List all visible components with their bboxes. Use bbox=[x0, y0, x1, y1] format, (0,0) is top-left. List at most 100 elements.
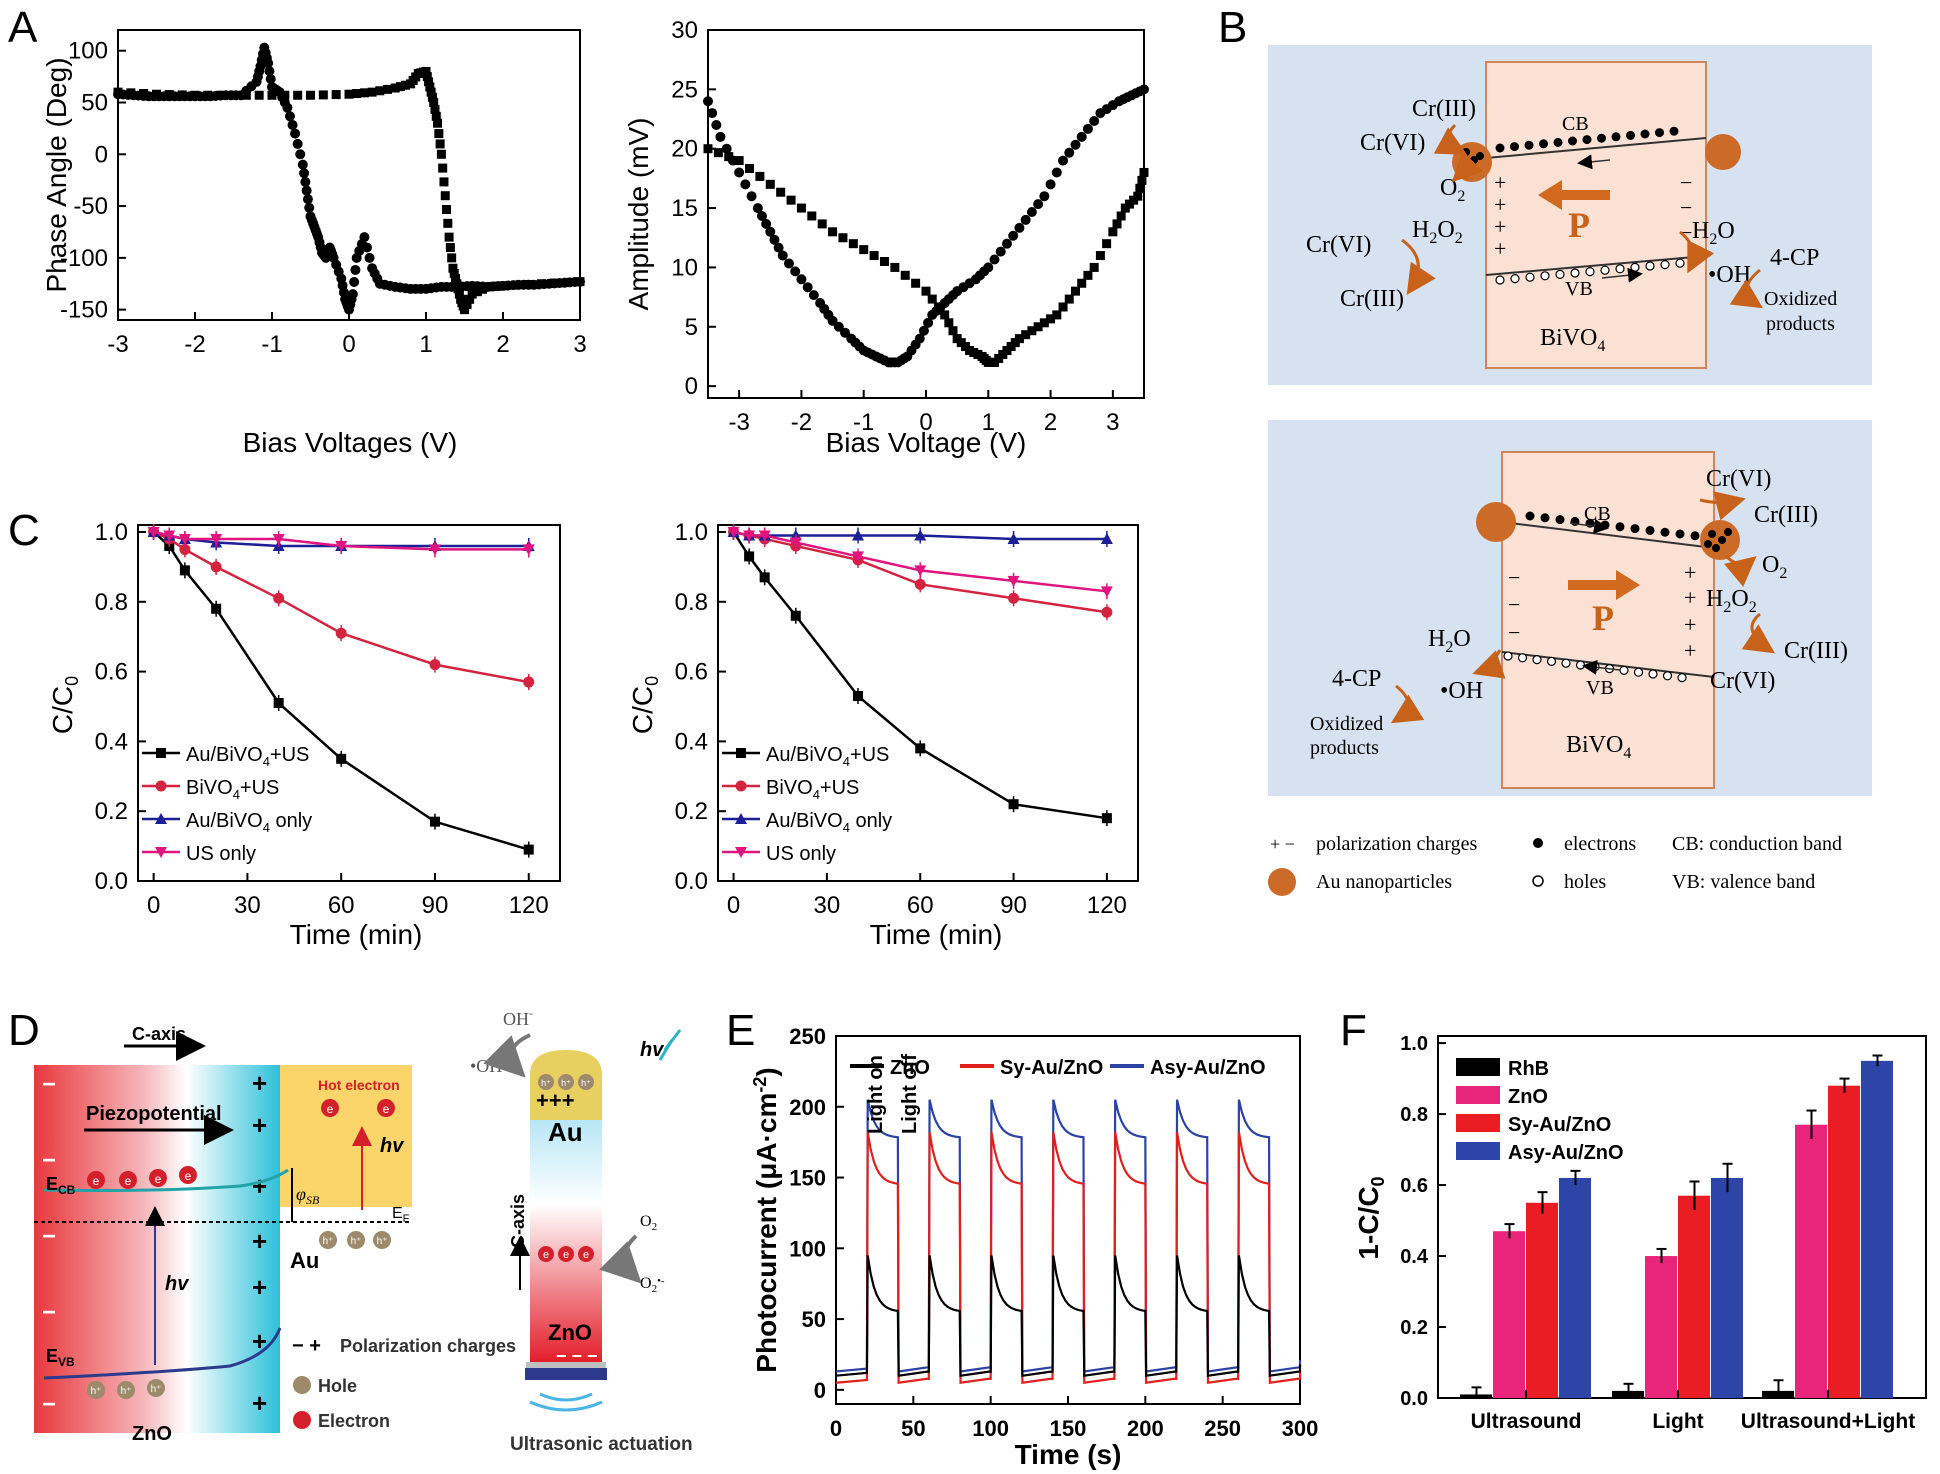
phase-point bbox=[126, 88, 136, 98]
amp-point bbox=[783, 258, 794, 269]
f-bar bbox=[1711, 1177, 1743, 1398]
phase-point bbox=[350, 264, 361, 275]
phase-point bbox=[293, 90, 303, 100]
hole bbox=[1546, 656, 1557, 667]
amp-ylabel: Amplitude (mV) bbox=[623, 118, 654, 311]
phase-point bbox=[301, 185, 312, 196]
bottom-plus-2: + bbox=[1684, 585, 1696, 610]
top-oh: •OH bbox=[1708, 262, 1751, 288]
electron bbox=[119, 1171, 137, 1189]
x-tick-label: 60 bbox=[907, 892, 934, 919]
amp-point bbox=[786, 195, 796, 205]
phase-point bbox=[290, 128, 301, 139]
f-category-label: Light bbox=[1652, 1410, 1703, 1433]
y-tick-label: 30 bbox=[671, 17, 698, 44]
e-light-off: Light off bbox=[899, 1054, 921, 1134]
c-point bbox=[789, 537, 802, 549]
phase-point bbox=[436, 149, 446, 159]
electron-symbol: e bbox=[93, 1174, 100, 1188]
panel-b: B + + + + − − − CB VB P BiVO4 Cr(III) bbox=[1218, 3, 1872, 896]
c-point bbox=[852, 529, 864, 541]
electron bbox=[1704, 540, 1712, 548]
legend-hole-icon bbox=[1532, 875, 1544, 887]
amp-point bbox=[776, 187, 786, 197]
hole-symbol: h⁺ bbox=[91, 1386, 102, 1397]
y-tick-label: 0.8 bbox=[1400, 1104, 1428, 1126]
phase-point bbox=[447, 253, 457, 263]
x-tick-label: 1 bbox=[982, 409, 995, 436]
phase-point bbox=[254, 90, 264, 100]
top-arrow-4cp bbox=[1729, 268, 1764, 309]
amp-point bbox=[1077, 278, 1087, 288]
top-vb-line bbox=[1485, 255, 1707, 276]
phase-point bbox=[445, 243, 455, 252]
x-tick-label: 150 bbox=[1050, 1416, 1087, 1441]
legend-pol-symbol: + − bbox=[1270, 834, 1295, 854]
phase-point bbox=[449, 268, 459, 278]
legend-swatch bbox=[1456, 1142, 1500, 1160]
phase-point bbox=[190, 90, 200, 100]
amp-point bbox=[921, 286, 931, 296]
f-ticks: 1.0 0.8 0.6 0.4 0.2 0.0 bbox=[1400, 1033, 1446, 1410]
phase-point bbox=[435, 139, 445, 149]
phase-ticks: -3 -2 -1 0 1 2 3 100 50 0 -50 -100 -150 bbox=[60, 38, 587, 358]
bottom-arrow-o2 bbox=[1723, 554, 1757, 587]
amp-points bbox=[703, 84, 1149, 368]
f-bars: Ultrasound Light Ultrasound+Light bbox=[1460, 1054, 1915, 1433]
bottom-arrow-h2o bbox=[1472, 649, 1506, 679]
amp-point bbox=[1139, 167, 1149, 177]
ef-label: EF bbox=[392, 1205, 410, 1225]
amp-point bbox=[940, 310, 950, 320]
bottom-o2: O2 bbox=[1762, 552, 1787, 582]
nanorod: Ultrasonic actuation Au +++ ZnO − − − h⁺… bbox=[470, 1006, 693, 1455]
amp-point bbox=[1046, 314, 1056, 324]
amp-frame bbox=[707, 29, 1145, 399]
top-plus: + bbox=[1494, 170, 1506, 195]
legend-electron-icon bbox=[1533, 838, 1543, 848]
amp-point bbox=[777, 250, 788, 261]
amp-point bbox=[796, 203, 806, 213]
evb-band bbox=[43, 1327, 282, 1380]
electron bbox=[1540, 513, 1550, 523]
c-right-legend: Au/BiVO4+US BiVO4+US Au/BiVO4 only US only bbox=[722, 744, 892, 865]
amp-point bbox=[1052, 310, 1062, 320]
electron bbox=[1630, 524, 1640, 534]
amp-point bbox=[1058, 302, 1068, 312]
phase-point bbox=[427, 92, 437, 102]
x-tick-label: 1 bbox=[419, 331, 432, 358]
hole bbox=[1585, 267, 1595, 277]
hole bbox=[578, 1074, 594, 1090]
c-point bbox=[1100, 586, 1113, 598]
c-point bbox=[790, 610, 801, 621]
hv-label-zno: hv bbox=[165, 1273, 190, 1295]
phase-point bbox=[349, 277, 360, 288]
rod-au-label: Au bbox=[548, 1117, 583, 1147]
legend-au: Au nanoparticles bbox=[1316, 871, 1452, 893]
hole bbox=[1677, 672, 1687, 683]
phase-point bbox=[472, 287, 482, 297]
rod-minus: − − − bbox=[556, 1346, 598, 1366]
f-category-label: Ultrasound+Light bbox=[1741, 1410, 1915, 1433]
electron bbox=[1468, 166, 1476, 174]
legend-marker bbox=[735, 813, 747, 824]
legend-vb: VB: valence band bbox=[1672, 871, 1815, 893]
ecb-band bbox=[43, 1168, 289, 1192]
electron-symbol: e bbox=[155, 1172, 162, 1186]
hole bbox=[1600, 265, 1610, 275]
electron bbox=[1510, 142, 1519, 152]
minus-charge: − bbox=[42, 1299, 56, 1326]
top-plus-4: + bbox=[1494, 236, 1506, 261]
amp-point bbox=[773, 242, 784, 253]
zno-label: ZnO bbox=[132, 1423, 172, 1445]
phase-point bbox=[426, 87, 436, 97]
c-point bbox=[429, 659, 441, 671]
amp-point bbox=[1033, 199, 1044, 210]
hole bbox=[1495, 275, 1505, 285]
c-right-ylabel: C/C0 bbox=[627, 676, 662, 734]
amp-point bbox=[1039, 191, 1050, 202]
legend-electron-d-icon bbox=[293, 1411, 311, 1429]
amp-point bbox=[802, 282, 813, 293]
hole bbox=[1662, 671, 1673, 681]
schematic-bottom: − − − + + + + CB VB P BiVO4 Cr(VI) Cr(II… bbox=[1268, 420, 1872, 796]
amp-point bbox=[755, 171, 765, 181]
